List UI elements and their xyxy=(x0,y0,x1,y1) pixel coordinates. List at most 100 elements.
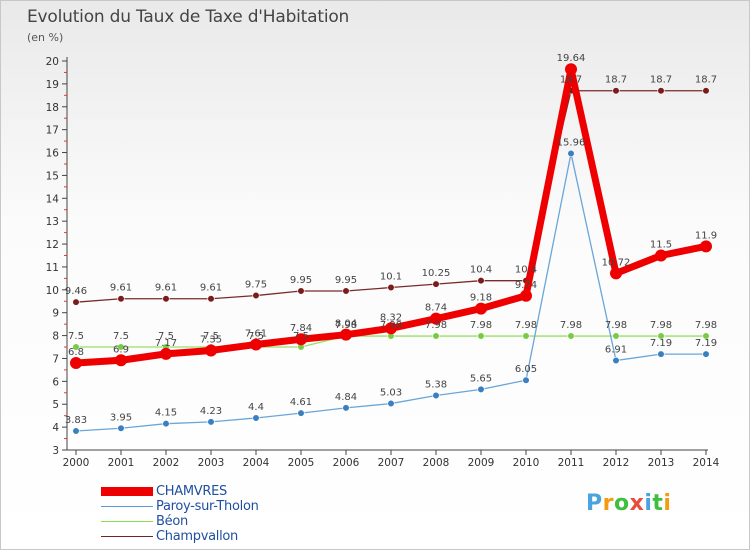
data-point-champvallon xyxy=(657,87,665,95)
legend-label: CHAMVRES xyxy=(156,484,227,499)
data-label-b-on: 7.5 xyxy=(248,331,264,342)
data-label-chamvres: 6.9 xyxy=(113,344,129,355)
data-label-champvallon: 9.95 xyxy=(290,275,312,286)
x-tick-label: 2013 xyxy=(648,457,675,469)
y-tick-label: 9 xyxy=(52,308,59,320)
data-label-champvallon: 10.4 xyxy=(470,265,492,276)
chart-legend: CHAMVRES Paroy-sur-Tholon Béon Champvallon xyxy=(101,484,259,544)
x-tick-label: 2004 xyxy=(243,457,270,469)
x-tick-label: 2008 xyxy=(423,457,450,469)
x-tick-label: 2000 xyxy=(63,457,90,469)
data-point-chamvres xyxy=(700,240,712,253)
data-label-chamvres: 9.18 xyxy=(470,293,492,304)
data-label-champvallon: 18.7 xyxy=(605,75,627,86)
data-point-chamvres xyxy=(385,322,397,335)
data-point-paroy-sur-tholon xyxy=(72,427,80,435)
data-label-b-on: 7.98 xyxy=(380,320,402,331)
data-point-paroy-sur-tholon xyxy=(657,350,665,358)
data-label-champvallon: 9.95 xyxy=(335,275,357,286)
chart-title: Evolution du Taux de Taxe d'Habitation xyxy=(27,7,350,27)
legend-item-chamvres: CHAMVRES xyxy=(101,484,259,499)
data-point-champvallon xyxy=(252,291,260,300)
data-label-champvallon: 9.46 xyxy=(65,286,87,297)
data-label-chamvres: 7.84 xyxy=(290,323,312,334)
x-tick-label: 2006 xyxy=(333,457,360,469)
x-tick-label: 2005 xyxy=(288,457,315,469)
data-point-chamvres xyxy=(205,344,217,357)
x-tick-label: 2011 xyxy=(558,457,585,469)
data-point-b-on xyxy=(567,332,575,340)
legend-item-paroy-sur-tholon: Paroy-sur-Tholon xyxy=(101,499,259,514)
data-point-chamvres xyxy=(295,333,307,346)
legend-label: Champvallon xyxy=(156,529,238,544)
logo-letter: t xyxy=(652,491,664,516)
data-point-champvallon xyxy=(207,295,215,303)
data-point-champvallon xyxy=(117,295,125,303)
data-point-chamvres xyxy=(655,249,667,262)
data-label-b-on: 7.5 xyxy=(113,331,129,342)
data-point-b-on xyxy=(72,343,80,351)
data-point-chamvres xyxy=(430,312,442,325)
y-tick-label: 18 xyxy=(46,102,59,114)
data-point-paroy-sur-tholon xyxy=(162,420,170,428)
data-point-champvallon xyxy=(477,277,485,285)
data-label-b-on: 7.98 xyxy=(335,320,357,331)
y-tick-label: 15 xyxy=(46,170,59,182)
legend-label: Paroy-sur-Tholon xyxy=(156,499,259,514)
data-point-champvallon xyxy=(612,87,620,95)
data-point-champvallon xyxy=(387,283,395,292)
data-label-paroy-sur-tholon: 3.83 xyxy=(65,415,87,426)
data-point-champvallon xyxy=(342,287,350,295)
data-label-b-on: 7.5 xyxy=(68,331,84,342)
data-label-chamvres: 11.9 xyxy=(695,230,717,241)
x-tick-label: 2007 xyxy=(378,457,405,469)
data-label-chamvres: 7.61 xyxy=(245,329,267,340)
y-tick-label: 10 xyxy=(46,285,59,297)
data-point-b-on xyxy=(432,332,440,340)
logo-letter: i xyxy=(663,491,672,516)
data-point-b-on xyxy=(702,332,710,340)
data-label-b-on: 7.98 xyxy=(605,320,627,331)
data-label-champvallon: 18.7 xyxy=(650,75,672,86)
y-tick-label: 13 xyxy=(46,216,59,228)
y-tick-label: 14 xyxy=(46,193,60,205)
legend-swatch xyxy=(101,505,153,508)
x-tick-label: 2002 xyxy=(153,457,180,469)
data-point-b-on xyxy=(117,343,125,351)
data-point-b-on xyxy=(612,332,620,340)
data-label-champvallon: 9.75 xyxy=(245,280,267,291)
data-label-chamvres: 19.64 xyxy=(557,53,586,64)
proxiti-logo: Proxiti xyxy=(586,491,671,516)
legend-item-champvallon: Champvallon xyxy=(101,529,259,544)
data-label-paroy-sur-tholon: 15.96 xyxy=(557,137,586,148)
legend-swatch xyxy=(101,535,153,538)
y-tick-label: 6 xyxy=(52,376,59,388)
data-point-champvallon xyxy=(162,295,170,303)
data-label-chamvres: 7.35 xyxy=(200,334,222,345)
data-point-paroy-sur-tholon xyxy=(387,399,395,408)
data-label-b-on: 7.5 xyxy=(293,331,309,342)
data-point-chamvres xyxy=(115,354,127,367)
y-tick-label: 8 xyxy=(52,331,59,343)
data-label-b-on: 7.98 xyxy=(470,320,492,331)
data-label-b-on: 7.98 xyxy=(560,320,582,331)
data-point-b-on xyxy=(657,332,665,340)
data-point-champvallon xyxy=(297,287,305,295)
data-point-chamvres xyxy=(565,63,577,76)
data-point-paroy-sur-tholon xyxy=(612,356,620,365)
data-point-paroy-sur-tholon xyxy=(342,404,350,412)
data-label-champvallon: 9.61 xyxy=(200,283,222,294)
data-label-b-on: 7.98 xyxy=(515,320,537,331)
data-label-b-on: 7.98 xyxy=(650,320,672,331)
data-label-champvallon: 9.61 xyxy=(155,283,177,294)
logo-letter: x xyxy=(629,491,645,516)
y-tick-label: 16 xyxy=(46,148,60,160)
data-label-chamvres: 10.72 xyxy=(602,257,631,268)
data-point-paroy-sur-tholon xyxy=(702,350,710,358)
logo-letter: o xyxy=(613,491,630,516)
data-label-chamvres: 6.8 xyxy=(68,347,84,358)
data-label-b-on: 7.5 xyxy=(203,331,219,342)
data-label-b-on: 7.98 xyxy=(695,320,717,331)
y-tick-label: 7 xyxy=(52,353,59,365)
